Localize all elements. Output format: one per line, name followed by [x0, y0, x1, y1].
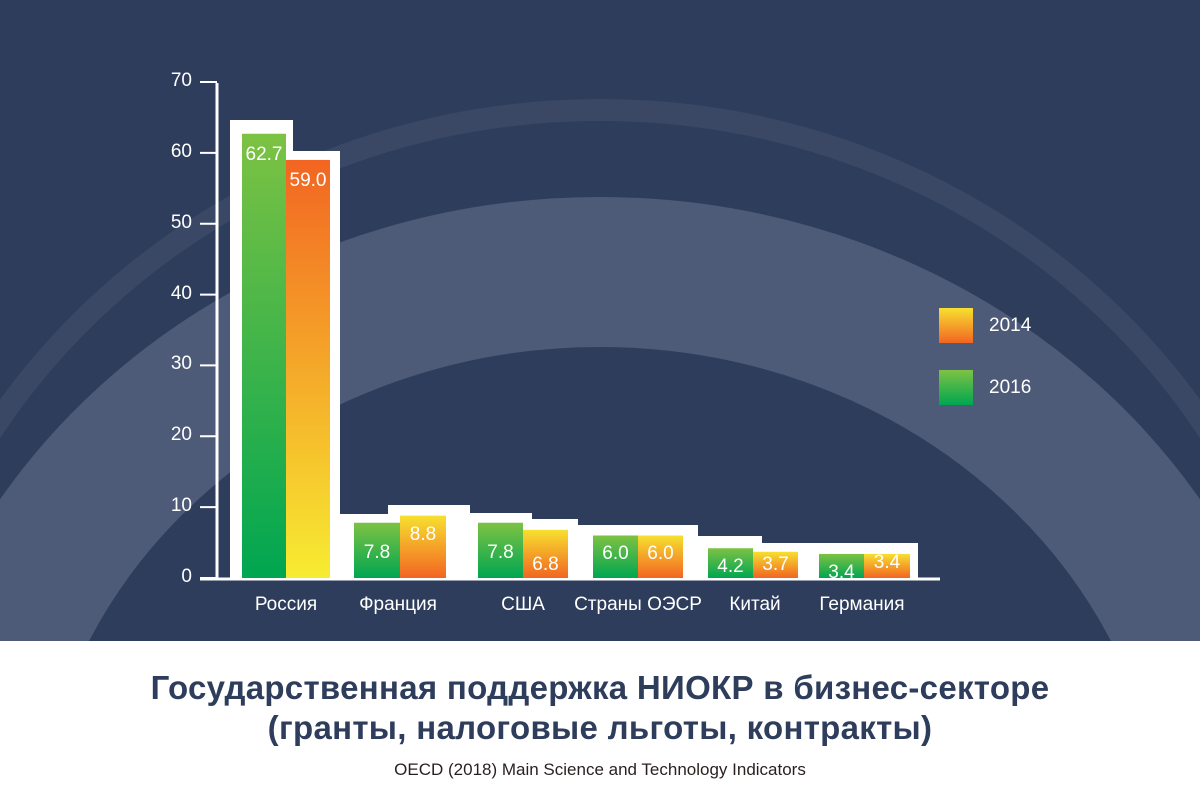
y-tick-label: 30	[170, 353, 192, 375]
category-label: Германия	[819, 594, 905, 615]
value-label-2016: 7.8	[363, 542, 391, 563]
legend-label-2014: 2014	[989, 314, 1032, 336]
bar-2016	[708, 548, 753, 578]
legend-label-2016: 2016	[989, 376, 1032, 398]
bars-group	[242, 133, 910, 578]
y-axis-ticks	[200, 81, 217, 579]
bar-2016	[593, 535, 638, 578]
bar-2014	[400, 515, 446, 578]
value-label-2016: 7.8	[487, 542, 514, 563]
chart-title: Государственная поддержка НИОКР в бизнес…	[0, 668, 1200, 748]
value-label-2016: 3.4	[828, 561, 855, 583]
value-label-2014: 6.8	[532, 554, 559, 575]
bar-2016	[478, 522, 523, 578]
y-tick-label: 70	[170, 70, 192, 91]
bar-backing-frame	[230, 120, 918, 578]
chart-title-line2: (гранты, налоговые льготы, контракты)	[267, 709, 933, 746]
category-label: Китай	[729, 594, 781, 615]
category-label: Франция	[359, 594, 437, 615]
bar-2016	[354, 522, 400, 578]
bar-chart	[200, 81, 940, 581]
value-label-2016: 6.0	[602, 543, 629, 565]
chart-panel: 0 10 20 30 40 50 60 70 Россия Франция США Страны О…	[0, 0, 1200, 641]
chart-source: OECD (2018) Main Science and Technology …	[394, 760, 806, 779]
bar-2014	[286, 159, 330, 578]
y-tick-label: 10	[170, 495, 192, 517]
bar-2014	[753, 551, 798, 578]
y-tick-label: 50	[170, 211, 192, 233]
value-label-2016: 4.2	[717, 556, 744, 578]
category-label: США	[501, 594, 545, 615]
chart-title-line1: Государственная поддержка НИОКР в бизнес…	[150, 669, 1050, 706]
value-label-2014: 59.0	[289, 169, 327, 191]
legend-swatch-2014	[939, 308, 973, 343]
value-label-2014: 6.0	[647, 543, 674, 565]
bar-2016	[242, 133, 286, 578]
value-label-2014: 8.8	[409, 523, 437, 545]
bar-2014	[864, 553, 910, 578]
y-tick-label: 20	[170, 424, 192, 446]
y-tick-label: 60	[170, 140, 192, 162]
value-label-2016: 62.7	[245, 143, 283, 165]
y-tick-label: 0	[181, 566, 192, 587]
legend-item-2016: 2016	[939, 370, 1031, 405]
legend-swatch-2016	[939, 370, 973, 405]
bar-2014	[638, 535, 683, 578]
value-label-2014: 3.4	[873, 552, 901, 573]
category-label: Россия	[254, 594, 318, 615]
y-tick-label: 40	[170, 282, 192, 304]
background-arcs	[0, 99, 1200, 641]
legend-item-2014: 2014	[939, 308, 1031, 343]
bar-2016	[819, 553, 864, 578]
category-label: Страны ОЭСР	[574, 594, 702, 615]
bar-2014	[523, 529, 568, 578]
value-label-2014: 3.7	[762, 554, 789, 575]
